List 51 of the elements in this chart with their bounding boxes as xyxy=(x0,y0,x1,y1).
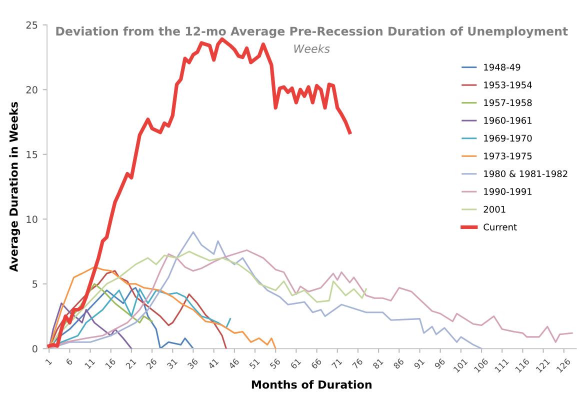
line-series xyxy=(47,37,352,348)
x-tick-label: 106 xyxy=(474,358,488,373)
x-tick-label: 121 xyxy=(536,358,550,373)
x-tick-label: 21 xyxy=(125,358,136,370)
x-tick-label: 36 xyxy=(187,358,198,370)
y-tick-label: 10 xyxy=(26,216,38,223)
legend-label: 1969-1970 xyxy=(484,134,532,142)
y-tick-label: 0 xyxy=(32,345,38,352)
x-tick-label: 86 xyxy=(393,358,404,370)
legend-label: 1960-1961 xyxy=(484,117,532,124)
x-tick-label: 6 xyxy=(65,358,73,366)
y-tick-label: 15 xyxy=(26,150,38,158)
text: Weeks xyxy=(294,44,330,53)
legend-label: 2001 xyxy=(484,206,506,213)
y-axis-title: Average Duration in Weeks xyxy=(9,102,20,272)
legend-label: Current xyxy=(484,224,517,230)
legend-label: 1957-1958 xyxy=(484,99,532,106)
x-tick-label: 66 xyxy=(310,358,322,370)
y-tick-label: 5 xyxy=(32,280,38,288)
line-series xyxy=(48,266,276,349)
x-tick-label: 1 xyxy=(45,358,52,366)
line-series xyxy=(48,302,132,349)
x-axis-title: Months of Duration xyxy=(252,380,372,389)
x-tick-label: 96 xyxy=(434,358,446,370)
line-series xyxy=(48,249,573,349)
y-tick-label: 20 xyxy=(26,86,38,94)
x-tick-label: 76 xyxy=(352,358,364,370)
x-tick-label: 11 xyxy=(84,358,96,369)
x-tick-label: 16 xyxy=(105,358,116,370)
x-tick-label: 116 xyxy=(514,358,530,373)
legend-label: 1948-49 xyxy=(484,64,520,71)
line-series xyxy=(48,250,367,349)
x-tick-label: 111 xyxy=(494,358,509,373)
legend-label: 1953-1954 xyxy=(484,82,532,88)
x-tick-label: 26 xyxy=(146,358,158,370)
x-tick-label: 31 xyxy=(166,358,178,370)
x-tick-label: 41 xyxy=(208,358,219,370)
x-tick-label: 71 xyxy=(331,358,342,370)
x-tick-label: 51 xyxy=(249,358,260,370)
y-tick-label: 25 xyxy=(26,21,38,29)
x-tick-label: 91 xyxy=(414,358,425,370)
x-tick-label: 81 xyxy=(372,358,384,370)
x-tick-label: 56 xyxy=(270,358,281,370)
chart-title: Deviation from the 12-mo Average Pre-Recession Duration of Unemployment xyxy=(56,26,568,38)
x-tick-label: 101 xyxy=(453,358,468,373)
legend-label: 1973-1975 xyxy=(484,152,532,160)
x-tick-label: 46 xyxy=(228,358,240,370)
x-tick-label: 126 xyxy=(556,358,571,373)
legend-label: 1980 & 1981-1982 xyxy=(484,170,568,178)
x-tick-label: 61 xyxy=(290,358,302,370)
legend-label: 1990-1991 xyxy=(484,188,532,195)
